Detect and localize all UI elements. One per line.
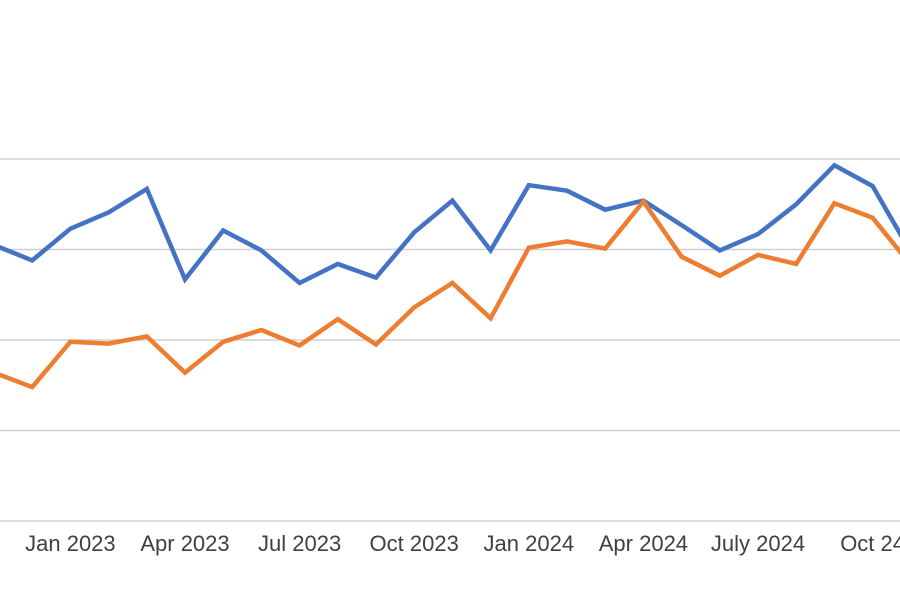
- x-tick-label: July 2024: [711, 531, 805, 556]
- x-axis-tick-labels: Jan 2023 Apr 2023 Jul 2023 Oct 2023 Jan 2024…: [25, 531, 900, 556]
- series-line-1: [0, 162, 900, 286]
- x-tick-label: Apr 2023: [140, 531, 229, 556]
- x-tick-label: Jul 2023: [258, 531, 341, 556]
- series-line-2: [0, 197, 900, 390]
- x-tick-label: Jan 2024: [484, 531, 575, 556]
- x-tick-label: Oct 2023: [370, 531, 459, 556]
- x-tick-label: Oct 24: [840, 531, 900, 556]
- x-tick-label: Jan 2023: [25, 531, 116, 556]
- x-tick-label: Apr 2024: [599, 531, 688, 556]
- series-lines: [0, 162, 900, 390]
